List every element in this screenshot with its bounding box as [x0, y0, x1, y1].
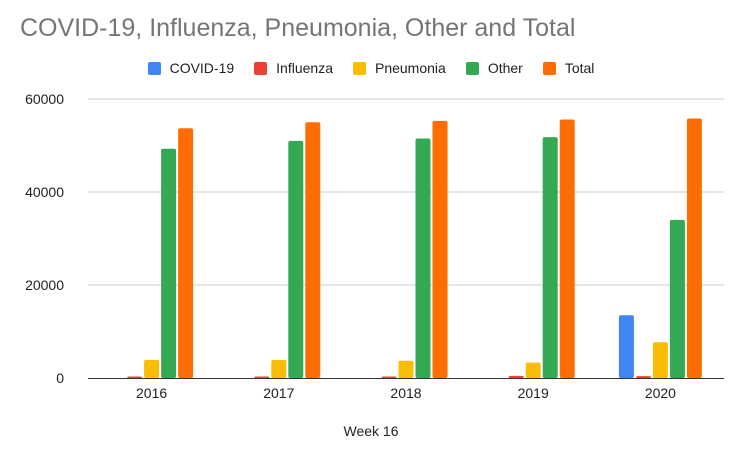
- x-axis-ticks: 2016 2017 2018 2019 2020: [136, 385, 676, 401]
- bar-total-2017: [305, 122, 321, 378]
- bar-pneumonia-2017: [271, 359, 287, 378]
- bar-other-2016: [161, 148, 177, 378]
- legend-swatch-influenza: [254, 61, 268, 75]
- legend-item-influenza: Influenza: [254, 60, 333, 76]
- bar-other-2017: [288, 140, 304, 378]
- x-axis-title: Week 16: [343, 423, 399, 439]
- legend-label-total: Total: [564, 60, 595, 76]
- bar-other-2019: [542, 137, 558, 378]
- y-tick-label: 60000: [25, 91, 64, 107]
- legend-swatch-covid19: [147, 61, 161, 75]
- bar-total-2016: [178, 128, 194, 378]
- gridlines: [88, 98, 724, 286]
- x-tick-label-2020: 2020: [645, 385, 676, 401]
- legend-swatch-other: [465, 61, 479, 75]
- legend-swatch-total: [542, 61, 556, 75]
- bar-influenza-2017: [254, 376, 270, 378]
- y-tick-label: 40000: [25, 184, 64, 200]
- legend-item-other: Other: [465, 60, 523, 76]
- legend-item-pneumonia: Pneumonia: [352, 60, 446, 76]
- bar-total-2019: [559, 119, 575, 379]
- bar-pneumonia-2018: [398, 360, 414, 378]
- x-tick-label-2016: 2016: [136, 385, 167, 401]
- bar-covid19-2020: [618, 315, 634, 378]
- bar-pneumonia-2020: [652, 342, 668, 378]
- legend-item-covid19: COVID-19: [147, 60, 235, 76]
- legend-label-covid19: COVID-19: [169, 60, 235, 76]
- bar-influenza-2020: [635, 376, 651, 378]
- x-tick-label-2017: 2017: [263, 385, 294, 401]
- bar-pneumonia-2019: [525, 362, 541, 378]
- bar-pneumonia-2016: [144, 359, 160, 378]
- bar-influenza-2019: [508, 375, 524, 378]
- x-tick-label-2019: 2019: [518, 385, 549, 401]
- legend-label-influenza: Influenza: [276, 60, 333, 76]
- bars: [127, 118, 702, 379]
- bar-influenza-2016: [127, 376, 143, 378]
- y-tick-label: 20000: [25, 277, 64, 293]
- chart-title: COVID-19, Influenza, Pneumonia, Other an…: [20, 14, 576, 42]
- x-tick-label-2018: 2018: [390, 385, 421, 401]
- bar-other-2020: [669, 219, 685, 378]
- legend-swatch-pneumonia: [352, 61, 366, 75]
- bar-total-2018: [432, 120, 448, 378]
- bar-influenza-2018: [381, 376, 397, 378]
- legend-label-pneumonia: Pneumonia: [374, 60, 446, 76]
- y-axis-ticks: 0 20000 40000 60000: [25, 91, 64, 386]
- bar-other-2018: [415, 138, 431, 378]
- legend-item-total: Total: [542, 60, 595, 76]
- legend: COVID-19 Influenza Pneumonia Other Total: [0, 60, 742, 76]
- bar-total-2020: [686, 118, 702, 378]
- legend-label-other: Other: [487, 60, 523, 76]
- y-tick-label: 0: [56, 370, 64, 386]
